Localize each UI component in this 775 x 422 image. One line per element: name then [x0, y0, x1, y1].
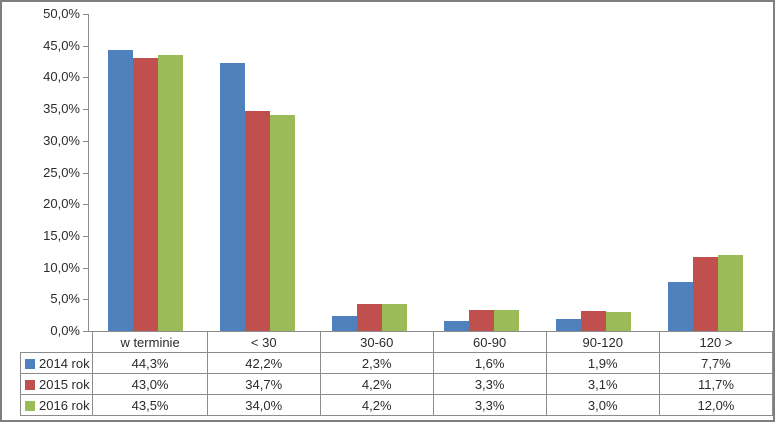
table-row: 2014 rok 44,3% 42,2% 2,3% 1,6% 1,9% 7,7% — [19, 352, 773, 374]
data-table: w terminie < 30 30-60 60-90 90-120 120 >2014 … — [19, 331, 773, 416]
bar — [107, 50, 133, 331]
y-axis-tick-mark — [83, 235, 88, 237]
table-column-header: 30-60 — [319, 331, 434, 353]
y-axis-tick-mark — [83, 45, 88, 47]
bar — [219, 63, 245, 331]
y-axis-tick-label: 10,0% — [43, 259, 80, 275]
y-axis-tick-label: 5,0% — [50, 291, 80, 307]
table-cell: 12,0% — [658, 394, 773, 416]
y-axis-tick-label: 40,0% — [43, 69, 80, 85]
table-header-row: w terminie < 30 30-60 60-90 90-120 120 > — [21, 331, 773, 353]
bar — [443, 320, 469, 331]
table-column-header: 90-120 — [545, 331, 660, 353]
table-cell: 34,7% — [206, 373, 321, 395]
bar — [244, 111, 270, 331]
y-axis-tick-mark — [83, 331, 88, 332]
bar-group-3 — [313, 14, 425, 331]
table-cell: 3,1% — [545, 373, 660, 395]
bar-group-4 — [425, 14, 537, 331]
y-axis-tick-mark — [83, 299, 88, 301]
legend-item: 2014 rok — [19, 352, 94, 374]
legend-item: 2016 rok — [19, 394, 94, 416]
y-axis-tick-mark — [83, 14, 88, 15]
y-axis-tick-label: 45,0% — [43, 37, 80, 53]
table-column-header: < 30 — [206, 331, 321, 353]
bar — [555, 318, 581, 331]
y-axis-tick-label: 50,0% — [43, 6, 80, 21]
table-cell: 1,6% — [432, 352, 547, 374]
table-cell: 3,0% — [545, 394, 660, 416]
table-row: 2016 rok 43,5% 34,0% 4,2% 3,3% 3,0% 12,0% — [19, 394, 773, 416]
legend-item: 2015 rok — [19, 373, 94, 395]
bar — [157, 55, 183, 331]
table-cell: 4,2% — [319, 394, 434, 416]
table-cell: 7,7% — [658, 352, 773, 374]
table-cell: 2,3% — [319, 352, 434, 374]
bar-group-6 — [649, 14, 761, 331]
table-column-header: 120 > — [658, 331, 773, 353]
bar — [269, 115, 295, 331]
legend-swatch-icon — [25, 400, 35, 411]
y-axis-tick-label: 0,0% — [50, 323, 80, 338]
table-cell: 43,0% — [92, 373, 208, 395]
y-axis-tick-label: 15,0% — [43, 227, 80, 243]
bar — [331, 316, 357, 331]
bar — [667, 282, 693, 331]
y-axis-tick-label: 25,0% — [43, 164, 80, 180]
table-cell: 44,3% — [92, 352, 208, 374]
bar-group-5 — [537, 14, 649, 331]
table-row: 2015 rok 43,0% 34,7% 4,2% 3,3% 3,1% 11,7% — [19, 373, 773, 395]
y-axis-tick-label: 30,0% — [43, 132, 80, 148]
table-cell: 34,0% — [206, 394, 321, 416]
bar — [381, 304, 407, 331]
bar — [468, 310, 494, 331]
bar-group-2 — [201, 14, 313, 331]
table-cell: 11,7% — [658, 373, 773, 395]
data-table-body: w terminie < 30 30-60 60-90 90-120 120 >2014 … — [19, 331, 773, 416]
table-column-header: 60-90 — [432, 331, 547, 353]
table-cell: 43,5% — [92, 394, 208, 416]
bar — [605, 311, 631, 331]
bar — [580, 311, 606, 331]
table-cell: 4,2% — [319, 373, 434, 395]
legend-swatch-icon — [25, 379, 35, 390]
plot-area — [88, 14, 761, 332]
bar — [717, 254, 743, 331]
bar — [356, 304, 382, 331]
table-cell: 1,9% — [545, 352, 660, 374]
legend-swatch-icon — [25, 358, 35, 369]
y-axis-tick-mark — [83, 77, 88, 79]
table-cell: 3,3% — [432, 394, 547, 416]
y-axis-tick-mark — [83, 140, 88, 142]
bar-group-1 — [89, 14, 201, 331]
y-axis-tick-label: 35,0% — [43, 101, 80, 117]
table-column-header: w terminie — [92, 331, 208, 353]
table-cell: 42,2% — [206, 352, 321, 374]
y-axis-tick-mark — [83, 109, 88, 111]
y-axis-tick-label: 20,0% — [43, 196, 80, 212]
bar — [132, 58, 158, 331]
y-axis-tick-mark — [83, 204, 88, 206]
table-corner-cell — [21, 332, 93, 353]
bar — [493, 310, 519, 331]
bar — [692, 256, 718, 331]
table-cell: 3,3% — [432, 373, 547, 395]
y-axis-tick-mark — [83, 172, 88, 174]
y-axis-tick-mark — [83, 267, 88, 269]
